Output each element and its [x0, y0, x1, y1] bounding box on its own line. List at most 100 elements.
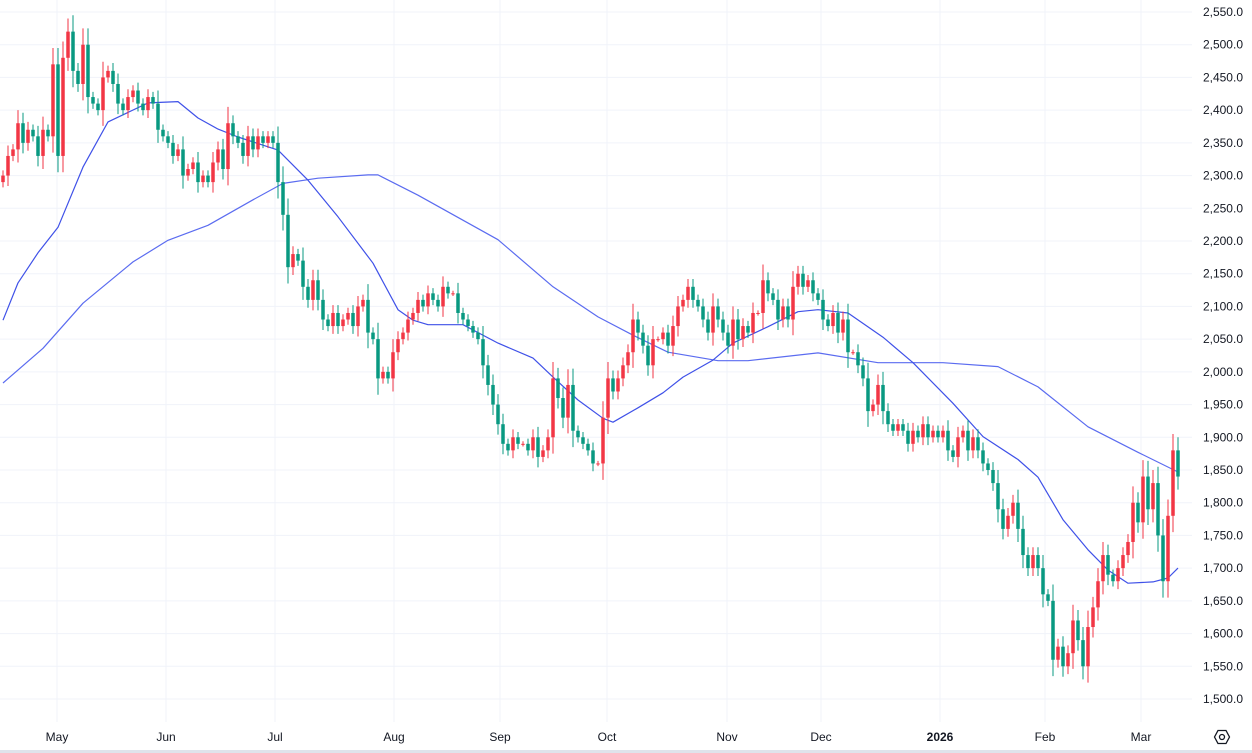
candle-body	[616, 378, 620, 392]
candle-body	[1106, 555, 1110, 575]
candle-body	[371, 332, 375, 340]
candle	[1086, 610, 1090, 683]
candle-body	[781, 306, 785, 320]
candle-body	[856, 352, 860, 366]
candle	[421, 294, 425, 312]
candle-body	[916, 430, 920, 438]
candle-body	[516, 437, 520, 444]
candle-body	[681, 299, 685, 307]
price-axis[interactable]: 2,550.0 2,500.0 2,450.0 2,400.0 2,350.0 2,300…	[1203, 5, 1243, 706]
candle-body	[846, 319, 850, 353]
candle-body	[546, 437, 550, 451]
candle-body	[291, 254, 295, 268]
x-tick-label: 2026	[927, 730, 954, 744]
candle	[431, 288, 435, 306]
candle	[891, 418, 895, 436]
candle-body	[1101, 555, 1105, 582]
candle-body	[921, 424, 925, 438]
candle	[616, 370, 620, 400]
candle	[461, 307, 465, 325]
candle	[216, 141, 220, 171]
candle	[506, 438, 510, 456]
candle	[606, 362, 610, 435]
candle-body	[86, 44, 90, 98]
candle	[316, 269, 320, 311]
candle-body	[281, 182, 285, 215]
candle-body	[941, 430, 945, 438]
candle	[411, 307, 415, 325]
candle-body	[286, 214, 290, 268]
candle-body	[606, 378, 610, 418]
gear-icon[interactable]	[1213, 728, 1231, 746]
candle	[661, 327, 665, 345]
candle	[711, 293, 715, 346]
candle-body	[276, 142, 280, 183]
candle	[1166, 499, 1170, 598]
candle-body	[926, 424, 930, 438]
candle-body	[316, 280, 320, 300]
candle	[736, 309, 740, 350]
candle	[851, 349, 855, 355]
candle-body	[126, 97, 130, 111]
candle	[356, 295, 360, 337]
candle	[976, 429, 980, 459]
x-tick-label: May	[46, 730, 69, 744]
candle	[331, 305, 335, 334]
candle-body	[876, 384, 880, 405]
time-axis[interactable]: May Jun Jul Aug Sep Oct Nov Dec 2026 Feb Mar	[46, 730, 1152, 744]
candle	[521, 441, 525, 447]
candle	[881, 371, 885, 425]
candle	[71, 15, 75, 88]
candle	[591, 442, 595, 472]
y-tick-label: 2,100.0	[1203, 299, 1243, 313]
candle	[836, 302, 840, 344]
candle	[646, 335, 650, 376]
candle-body	[1146, 476, 1150, 510]
candle	[961, 425, 965, 443]
candle	[231, 115, 235, 145]
candle-body	[71, 31, 75, 71]
candle-body	[676, 306, 680, 327]
candle-body	[791, 286, 795, 320]
candle	[786, 298, 790, 328]
candle-body	[176, 149, 180, 156]
candle	[1046, 589, 1050, 607]
candle	[121, 98, 125, 116]
candle	[586, 438, 590, 456]
candle	[1001, 498, 1005, 540]
candle	[861, 357, 865, 387]
candle	[546, 429, 550, 459]
candle-body	[701, 306, 705, 320]
y-tick-label: 1,700.0	[1203, 561, 1243, 575]
candle-body	[706, 319, 710, 333]
candle	[361, 294, 365, 312]
candle	[66, 18, 70, 71]
candle-body	[156, 103, 160, 130]
candle	[731, 306, 735, 359]
candle	[221, 138, 225, 180]
candle	[686, 278, 690, 308]
candle-body	[481, 339, 485, 366]
candle-body	[711, 306, 715, 333]
y-tick-label: 2,050.0	[1203, 332, 1243, 346]
candle-body	[241, 142, 245, 156]
candle-body	[1011, 502, 1015, 516]
candle	[176, 144, 180, 162]
candle-body	[966, 430, 970, 451]
candle	[76, 63, 80, 92]
candle-body	[1136, 502, 1140, 523]
candle-body	[586, 443, 590, 451]
candle-body	[221, 149, 225, 170]
candle	[1031, 547, 1035, 576]
candle	[496, 394, 500, 435]
candle-body	[121, 103, 125, 111]
candle	[26, 121, 30, 151]
candle	[806, 275, 810, 293]
candle	[1136, 492, 1140, 533]
candle-body	[531, 437, 535, 451]
candle	[986, 458, 990, 476]
candle	[441, 276, 445, 317]
candle	[456, 282, 460, 324]
candle-body	[511, 437, 515, 451]
